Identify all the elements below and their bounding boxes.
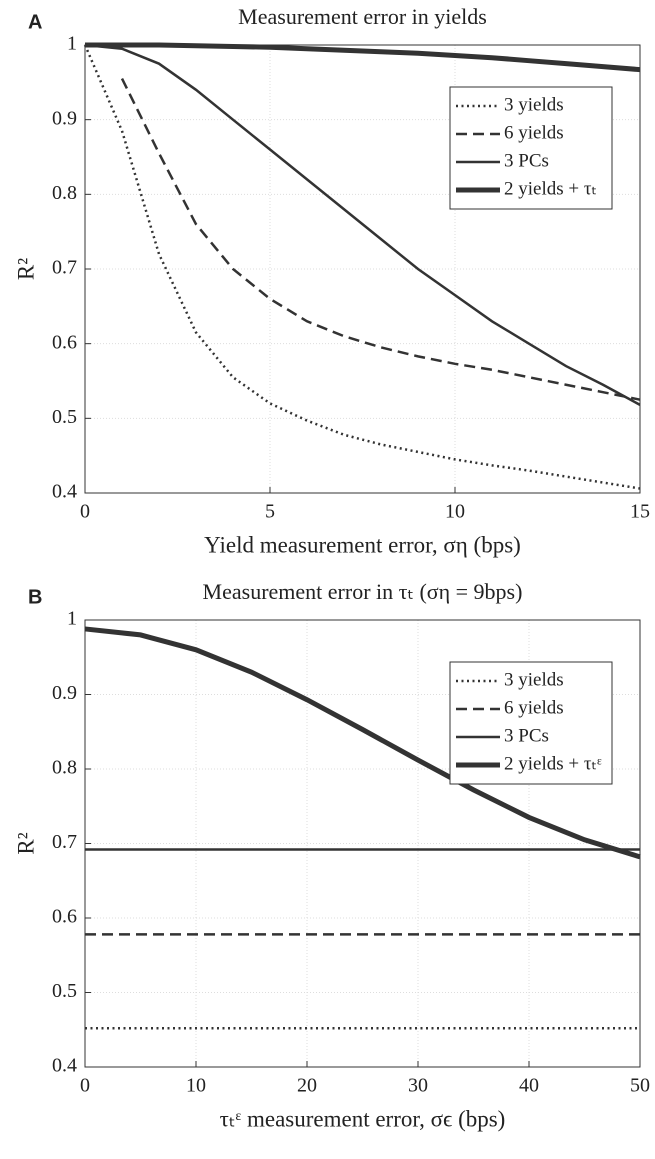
axes-frame <box>84 619 641 1068</box>
y-axis-label: R² <box>13 832 38 854</box>
y-tick-label: 0.4 <box>52 481 77 503</box>
y-axis-label: R² <box>13 258 38 280</box>
x-axis-label: τₜᵋ measurement error, σϵ (bps) <box>220 1106 506 1131</box>
legend-label: 3 yields <box>504 669 564 690</box>
series-line <box>83 44 641 490</box>
legend-label: 3 PCs <box>504 725 549 746</box>
y-tick-label: 0.5 <box>52 980 77 1002</box>
x-tick-label: 40 <box>519 1075 539 1097</box>
chart-title: Measurement error in τₜ (ση = 9bps) <box>203 579 523 604</box>
chart-title: Measurement error in yields <box>238 4 487 29</box>
y-tick-label: 0.9 <box>52 682 77 704</box>
y-tick-label: 0.8 <box>52 182 77 204</box>
x-tick-label: 0 <box>80 501 90 523</box>
x-tick-label: 50 <box>630 1075 650 1097</box>
legend-label: 2 yields + τₜᵋ <box>504 753 602 774</box>
y-tick-label: 0.8 <box>52 757 77 779</box>
panel-label: A <box>28 11 42 33</box>
x-tick-label: 20 <box>297 1075 317 1097</box>
x-tick-label: 30 <box>408 1075 428 1097</box>
y-tick-label: 0.6 <box>52 331 77 353</box>
series-line <box>84 43 641 406</box>
legend-label: 6 yields <box>504 122 564 143</box>
axes-frame <box>84 44 641 494</box>
x-tick-label: 10 <box>445 501 465 523</box>
y-tick-label: 0.5 <box>52 406 77 428</box>
series-line <box>120 78 641 401</box>
y-tick-label: 1 <box>67 608 77 630</box>
series-line <box>84 626 641 860</box>
x-tick-label: 5 <box>265 501 275 523</box>
legend-label: 2 yields + τₜ <box>504 178 597 199</box>
x-axis-label: Yield measurement error, ση (bps) <box>204 532 521 557</box>
y-tick-label: 0.4 <box>52 1055 77 1077</box>
legend-label: 6 yields <box>504 697 564 718</box>
x-tick-label: 15 <box>630 501 650 523</box>
y-tick-label: 0.7 <box>52 257 77 279</box>
x-tick-label: 0 <box>80 1075 90 1097</box>
y-tick-label: 0.7 <box>52 831 77 853</box>
y-tick-label: 1 <box>67 33 77 55</box>
y-tick-label: 0.9 <box>52 107 77 129</box>
legend-label: 3 yields <box>504 94 564 115</box>
x-tick-label: 10 <box>186 1075 206 1097</box>
y-tick-label: 0.6 <box>52 906 77 928</box>
legend-label: 3 PCs <box>504 150 549 171</box>
panel-label: B <box>28 586 42 608</box>
